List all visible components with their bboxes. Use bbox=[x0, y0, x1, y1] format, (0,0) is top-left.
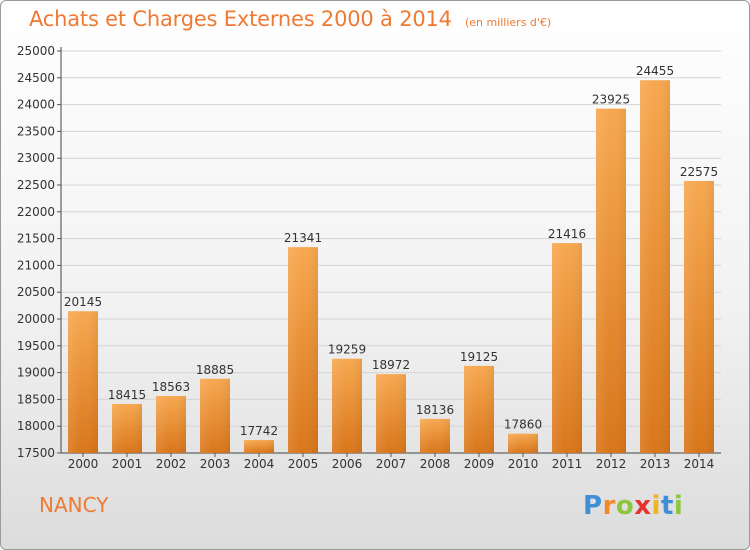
logo-letter: x bbox=[634, 491, 652, 521]
bar-shine bbox=[508, 433, 538, 453]
y-tick-label: 21000 bbox=[17, 258, 55, 272]
bar-shine bbox=[112, 403, 142, 453]
bar-value-label: 18563 bbox=[152, 380, 190, 394]
bar-shine bbox=[420, 418, 450, 453]
y-tick-label: 25000 bbox=[17, 44, 55, 58]
proxiti-logo: Proxiti bbox=[583, 491, 683, 521]
y-tick-label: 19000 bbox=[17, 366, 55, 380]
x-tick-label: 2002 bbox=[156, 457, 187, 471]
title-row: Achats et Charges Externes 2000 à 2014 (… bbox=[29, 7, 551, 31]
logo-letter: o bbox=[615, 491, 635, 521]
y-tick-label: 22000 bbox=[17, 205, 55, 219]
chart-subtitle: (en milliers d'€) bbox=[464, 16, 552, 29]
x-tick-label: 2004 bbox=[244, 457, 275, 471]
bar-shine bbox=[376, 374, 406, 453]
bar-value-label: 17860 bbox=[504, 418, 542, 432]
chart-title: Achats et Charges Externes 2000 à 2014 bbox=[29, 7, 452, 31]
x-tick-label: 2008 bbox=[420, 457, 451, 471]
x-tick-label: 2009 bbox=[464, 457, 495, 471]
x-tick-label: 2014 bbox=[684, 457, 715, 471]
y-tick-label: 23500 bbox=[17, 124, 55, 138]
x-tick-label: 2005 bbox=[288, 457, 319, 471]
logo-letter: i bbox=[673, 491, 684, 521]
y-tick-label: 18000 bbox=[17, 419, 55, 433]
city-label: NANCY bbox=[39, 493, 109, 517]
y-tick-label: 22500 bbox=[17, 178, 55, 192]
y-tick-label: 20500 bbox=[17, 285, 55, 299]
y-tick-label: 24500 bbox=[17, 71, 55, 85]
x-tick-label: 2000 bbox=[68, 457, 99, 471]
bar-value-label: 18885 bbox=[196, 363, 234, 377]
bar-shine bbox=[200, 378, 230, 453]
axis-layer: 17500 18000 18500 19000 19500 20000 20500 21000… bbox=[17, 44, 721, 471]
bar-shine bbox=[464, 365, 494, 453]
x-tick-label: 2012 bbox=[596, 457, 627, 471]
bar-value-label: 24455 bbox=[636, 64, 674, 78]
logo-letter: P bbox=[583, 491, 603, 521]
bar-value-label: 21341 bbox=[284, 231, 322, 245]
bar-value-label: 19259 bbox=[328, 343, 366, 357]
x-tick-label: 2006 bbox=[332, 457, 363, 471]
bar-value-label: 17742 bbox=[240, 424, 278, 438]
x-tick-label: 2001 bbox=[112, 457, 143, 471]
bar-shine bbox=[244, 440, 274, 453]
logo-letter: t bbox=[660, 491, 674, 521]
bar-shine bbox=[640, 80, 670, 453]
bar-value-label: 18136 bbox=[416, 403, 454, 417]
label-layer: 20145 18415 18563 18885 17742 21341 19259 18972… bbox=[64, 64, 718, 438]
bar-shine bbox=[156, 396, 186, 453]
logo-letter: r bbox=[602, 491, 616, 521]
y-tick-label: 18500 bbox=[17, 392, 55, 406]
bar-value-label: 19125 bbox=[460, 350, 498, 364]
y-tick-label: 21500 bbox=[17, 232, 55, 246]
bar-shine bbox=[552, 243, 582, 453]
y-tick-label: 19500 bbox=[17, 339, 55, 353]
bar-shine bbox=[596, 108, 626, 454]
y-tick-label: 20000 bbox=[17, 312, 55, 326]
y-tick-label: 24000 bbox=[17, 98, 55, 112]
y-tick-label: 17500 bbox=[17, 446, 55, 460]
x-tick-label: 2003 bbox=[200, 457, 231, 471]
bar-shine bbox=[684, 180, 714, 454]
bar-shine bbox=[68, 311, 98, 453]
bar-value-label: 18415 bbox=[108, 388, 146, 402]
x-tick-label: 2010 bbox=[508, 457, 539, 471]
x-tick-label: 2007 bbox=[376, 457, 407, 471]
bar-layer bbox=[68, 80, 714, 454]
bar-value-label: 18972 bbox=[372, 358, 410, 372]
y-tick-label: 23000 bbox=[17, 151, 55, 165]
bar-shine bbox=[332, 358, 362, 453]
logo-letter: i bbox=[651, 491, 661, 521]
bar-shine bbox=[288, 247, 318, 453]
x-tick-label: 2013 bbox=[640, 457, 671, 471]
bar-value-label: 22575 bbox=[680, 165, 718, 179]
bar-value-label: 21416 bbox=[548, 227, 586, 241]
bar-value-label: 23925 bbox=[592, 93, 630, 107]
x-tick-label: 2011 bbox=[552, 457, 583, 471]
bar-value-label: 20145 bbox=[64, 295, 102, 309]
